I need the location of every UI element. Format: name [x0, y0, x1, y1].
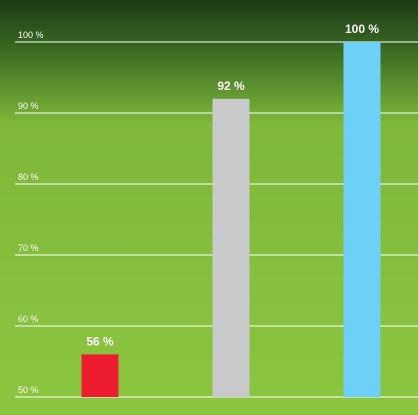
bar	[81, 354, 119, 397]
y-tick-label: 60 %	[18, 314, 39, 324]
y-tick-label: 70 %	[18, 243, 39, 253]
y-tick-label: 100 %	[18, 30, 44, 40]
y-tick-label: 90 %	[18, 101, 39, 111]
value-label: 100 %	[345, 22, 379, 36]
bar	[343, 42, 381, 397]
y-tick-label: 80 %	[18, 172, 39, 182]
bar	[212, 98, 250, 398]
value-label: 92 %	[217, 79, 245, 93]
y-tick-label: 50 %	[18, 385, 39, 395]
value-label: 56 %	[86, 334, 114, 348]
